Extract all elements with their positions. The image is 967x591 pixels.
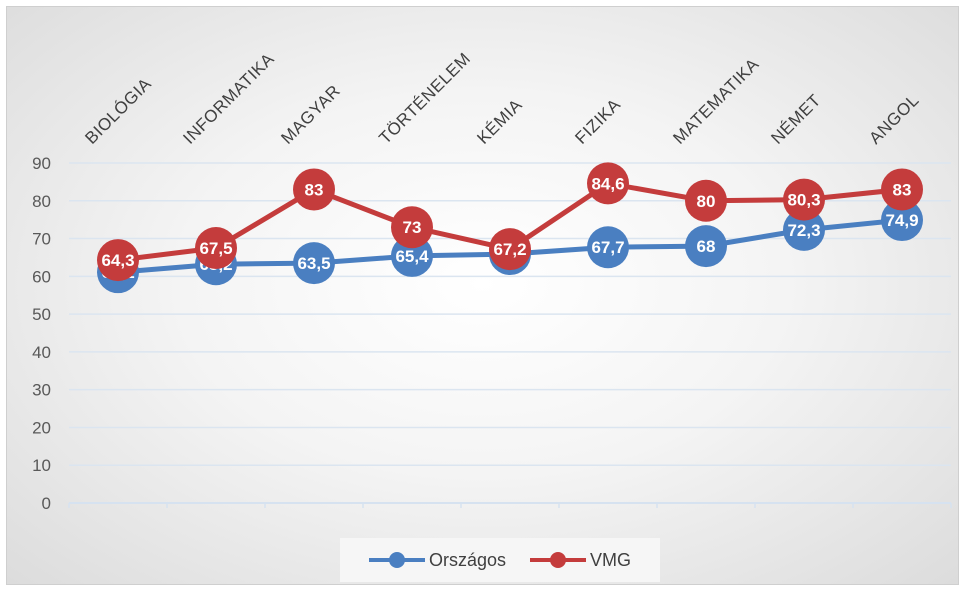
data-point	[685, 179, 727, 222]
category-label: FIZIKA	[571, 95, 624, 148]
y-tick-label: 50	[32, 305, 51, 324]
data-point	[881, 199, 923, 242]
data-point	[391, 206, 433, 249]
data-label: 63,5	[297, 254, 330, 273]
data-label: 83	[893, 180, 912, 199]
data-label: 83	[305, 180, 324, 199]
data-label: 84,6	[591, 174, 624, 193]
data-label: 67,7	[591, 238, 624, 257]
legend-label-vmg: VMG	[590, 549, 632, 570]
legend-item-vmg: VMG	[530, 550, 631, 571]
category-label: NÉMET	[767, 91, 824, 148]
data-point	[293, 242, 335, 285]
data-label: 73	[403, 218, 422, 237]
data-label: 65,4	[395, 247, 429, 266]
y-tick-label: 90	[32, 154, 51, 173]
category-label: MATEMATIKA	[669, 54, 762, 147]
category-label: TÖRTÉNELEM	[375, 49, 474, 148]
data-label: 68	[697, 237, 716, 256]
data-point	[391, 234, 433, 277]
data-point	[97, 239, 139, 282]
y-tick-label: 60	[32, 267, 51, 286]
chart-area: 0 10 20 30 40 50 60 70 80 90 BIOLÓGIA INFORMATIKA M…	[6, 6, 959, 585]
gridlines	[68, 162, 952, 508]
y-tick-label: 40	[32, 343, 51, 362]
legend-swatch-vmg	[530, 552, 586, 568]
legend: Országos VMG	[340, 538, 660, 582]
y-tick-label: 10	[32, 456, 51, 475]
data-label: 80,3	[787, 191, 820, 210]
data-label: 74,9	[885, 211, 918, 230]
y-tick-label: 0	[42, 494, 51, 513]
y-tick-label: 20	[32, 418, 51, 437]
y-tick-label: 80	[32, 192, 51, 211]
category-label: MAGYAR	[277, 81, 344, 148]
data-point	[195, 227, 237, 269]
data-point	[685, 225, 727, 268]
data-label: 72,3	[787, 221, 820, 240]
data-label: 80	[697, 192, 716, 211]
data-point	[587, 162, 629, 205]
category-label: BIOLÓGIA	[81, 74, 155, 148]
category-labels: BIOLÓGIA INFORMATIKA MAGYAR TÖRTÉNELEM KÉMIA…	[81, 49, 922, 148]
legend-label-orszagos: Országos	[428, 549, 506, 570]
data-label: 67,2	[493, 240, 526, 259]
data-point	[783, 178, 825, 221]
data-point	[881, 168, 923, 211]
category-label: KÉMIA	[473, 95, 526, 148]
data-label: 64,3	[101, 251, 134, 270]
category-label: INFORMATIKA	[179, 49, 278, 148]
y-tick-label: 70	[32, 230, 51, 249]
legend-swatch-orszagos	[368, 552, 425, 568]
y-tick-label: 30	[32, 381, 51, 400]
data-point	[293, 168, 335, 211]
data-point	[489, 228, 531, 271]
legend-item-orszagos: Országos	[368, 549, 506, 571]
category-label: ANGOL	[865, 91, 922, 148]
data-markers: 61,163,263,565,465,967,76872,374,964,367…	[97, 162, 923, 294]
data-point	[587, 226, 629, 269]
data-point	[783, 208, 825, 251]
y-axis-ticks: 0 10 20 30 40 50 60 70 80 90	[32, 154, 51, 513]
data-label: 67,5	[199, 239, 232, 258]
